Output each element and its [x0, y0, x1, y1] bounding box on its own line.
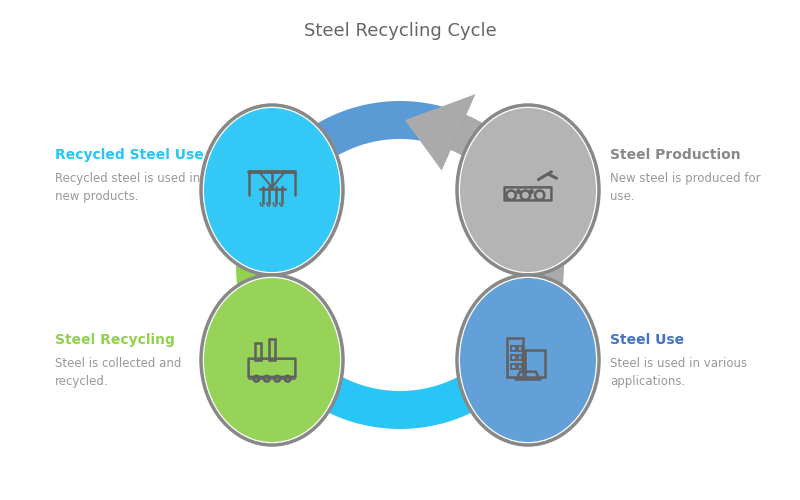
Bar	[518, 364, 522, 369]
Text: Recycled Steel Use: Recycled Steel Use	[55, 148, 204, 162]
Ellipse shape	[457, 275, 599, 445]
Polygon shape	[261, 332, 498, 429]
Bar	[526, 350, 545, 377]
Text: Steel is used in various
applications.: Steel is used in various applications.	[610, 357, 747, 388]
Text: New steel is produced for
use.: New steel is produced for use.	[610, 172, 761, 203]
Ellipse shape	[457, 105, 599, 275]
Polygon shape	[451, 115, 564, 352]
Polygon shape	[462, 342, 523, 414]
Text: Steel Recycling Cycle: Steel Recycling Cycle	[304, 22, 496, 40]
Bar	[511, 355, 516, 360]
Ellipse shape	[204, 108, 340, 272]
Text: Steel Recycling: Steel Recycling	[55, 333, 175, 347]
Ellipse shape	[201, 105, 343, 275]
Bar	[511, 346, 516, 351]
Bar	[270, 339, 275, 360]
Bar	[518, 355, 522, 360]
Bar	[507, 338, 523, 377]
Text: Recycled steel is used in
new products.: Recycled steel is used in new products.	[55, 172, 200, 203]
Text: Steel Use: Steel Use	[610, 333, 684, 347]
Ellipse shape	[204, 278, 340, 442]
Polygon shape	[302, 101, 539, 198]
Polygon shape	[236, 178, 293, 322]
Text: Steel Production: Steel Production	[610, 148, 741, 162]
Bar	[518, 346, 522, 351]
Bar	[511, 364, 516, 369]
Ellipse shape	[201, 275, 343, 445]
Ellipse shape	[460, 108, 596, 272]
Polygon shape	[405, 94, 475, 170]
Polygon shape	[225, 301, 303, 342]
Text: Steel is collected and
recycled.: Steel is collected and recycled.	[55, 357, 182, 388]
Ellipse shape	[460, 278, 596, 442]
Polygon shape	[277, 116, 338, 188]
Bar	[255, 343, 261, 360]
